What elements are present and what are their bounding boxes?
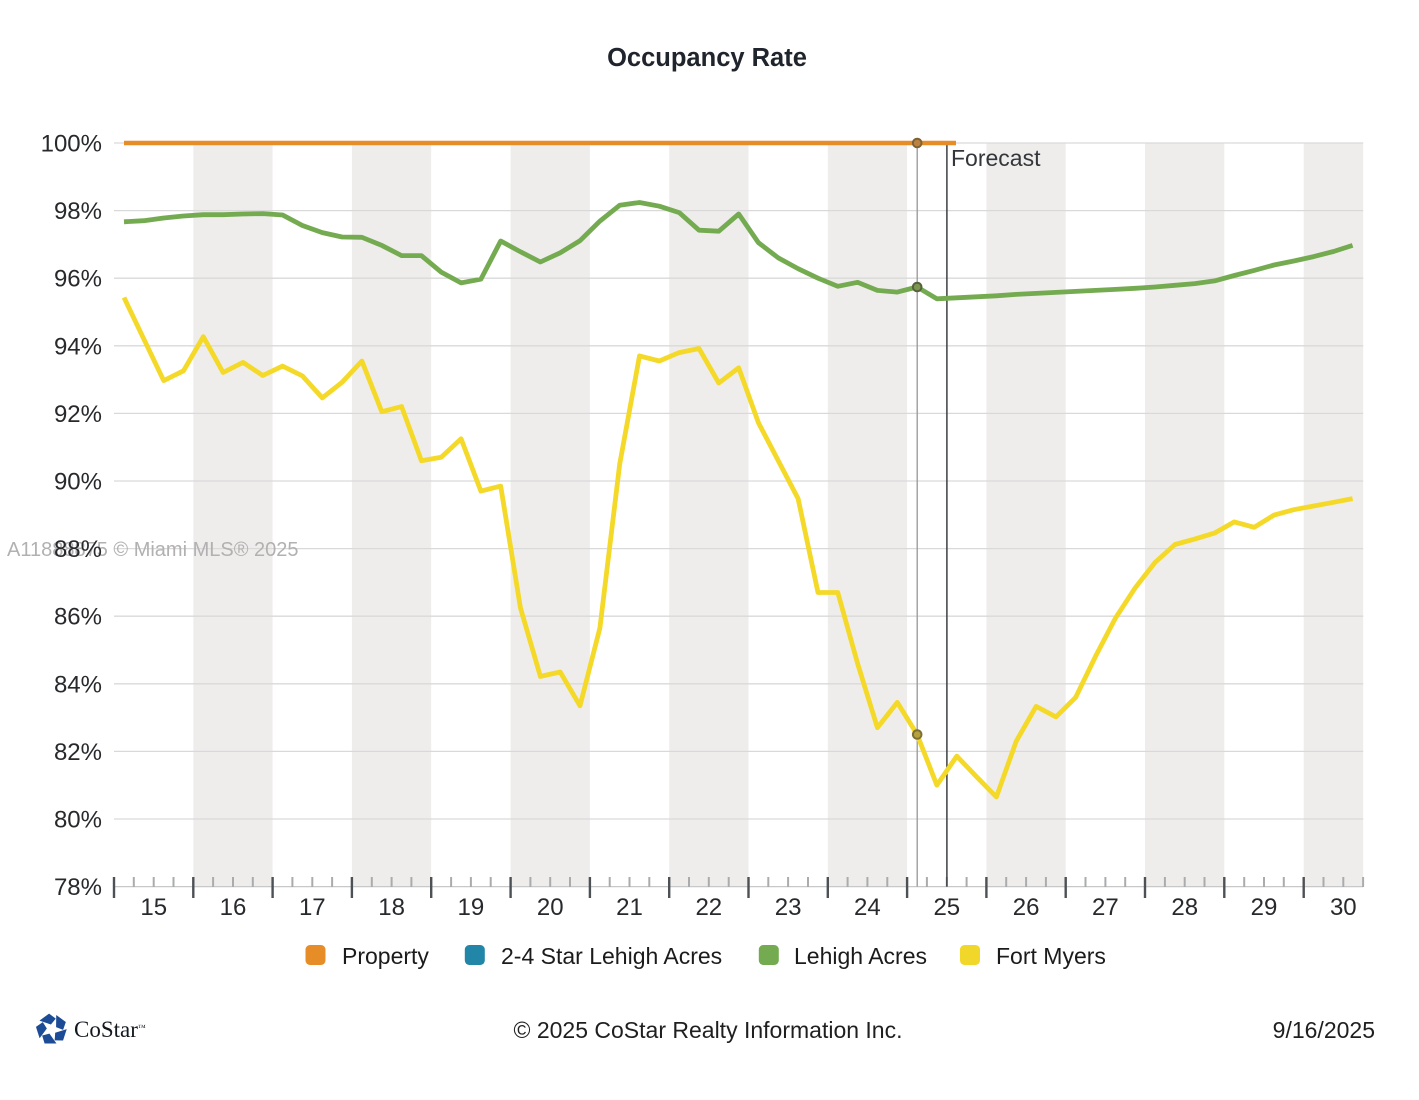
svg-text:Fort Myers: Fort Myers xyxy=(996,943,1106,969)
svg-text:23: 23 xyxy=(775,894,802,921)
svg-text:30: 30 xyxy=(1330,894,1357,921)
svg-text:84%: 84% xyxy=(54,671,102,698)
svg-text:20: 20 xyxy=(537,894,564,921)
svg-text:CoStar™: CoStar™ xyxy=(74,1017,146,1042)
svg-text:88%: 88% xyxy=(54,536,102,563)
svg-text:29: 29 xyxy=(1251,894,1278,921)
svg-text:© 2025 CoStar Realty Informati: © 2025 CoStar Realty Information Inc. xyxy=(514,1017,903,1043)
svg-text:24: 24 xyxy=(854,894,881,921)
svg-text:19: 19 xyxy=(458,894,485,921)
svg-text:Forecast: Forecast xyxy=(951,145,1041,171)
svg-text:Property: Property xyxy=(342,943,429,969)
svg-text:92%: 92% xyxy=(54,401,102,428)
svg-text:28: 28 xyxy=(1171,894,1198,921)
svg-text:18: 18 xyxy=(378,894,405,921)
svg-text:17: 17 xyxy=(299,894,326,921)
svg-text:A11888875 © Miami MLS® 2025: A11888875 © Miami MLS® 2025 xyxy=(7,539,298,561)
svg-text:21: 21 xyxy=(616,894,643,921)
svg-text:80%: 80% xyxy=(54,807,102,834)
svg-text:100%: 100% xyxy=(41,131,102,158)
svg-text:27: 27 xyxy=(1092,894,1119,921)
svg-text:86%: 86% xyxy=(54,604,102,631)
svg-text:25: 25 xyxy=(933,894,960,921)
svg-text:9/16/2025: 9/16/2025 xyxy=(1273,1017,1375,1043)
svg-text:90%: 90% xyxy=(54,469,102,496)
svg-text:Lehigh Acres: Lehigh Acres xyxy=(794,943,927,969)
svg-text:22: 22 xyxy=(695,894,722,921)
svg-text:Occupancy Rate: Occupancy Rate xyxy=(607,44,807,72)
svg-text:15: 15 xyxy=(140,894,167,921)
svg-text:2-4 Star Lehigh Acres: 2-4 Star Lehigh Acres xyxy=(501,943,722,969)
svg-text:96%: 96% xyxy=(54,266,102,293)
svg-text:98%: 98% xyxy=(54,198,102,225)
svg-text:78%: 78% xyxy=(54,874,102,901)
svg-text:94%: 94% xyxy=(54,333,102,360)
svg-text:82%: 82% xyxy=(54,739,102,766)
svg-text:26: 26 xyxy=(1013,894,1040,921)
svg-text:16: 16 xyxy=(220,894,247,921)
